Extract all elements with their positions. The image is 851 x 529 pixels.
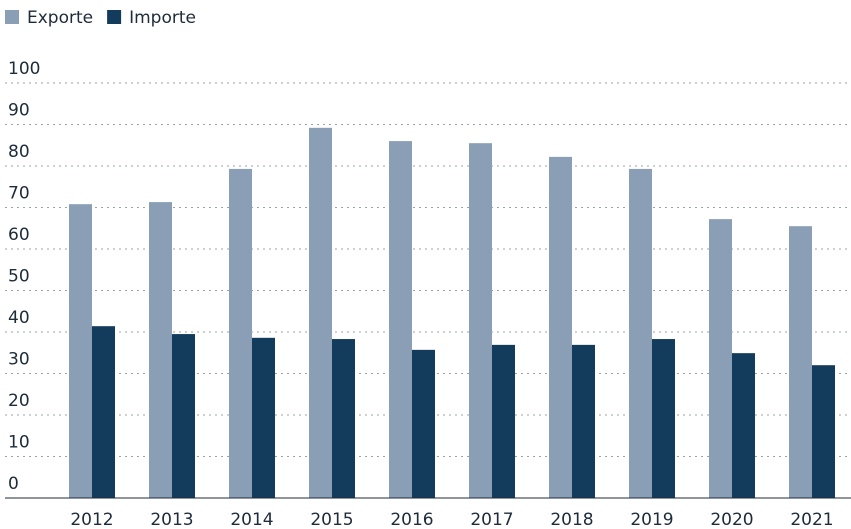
x-tick-label: 2012 — [70, 510, 113, 529]
x-tick-label: 2016 — [390, 510, 433, 529]
bar — [789, 226, 812, 499]
y-tick-label: 80 — [8, 142, 30, 162]
y-tick-label: 30 — [8, 350, 30, 370]
y-tick-label: 40 — [8, 308, 30, 328]
bar — [549, 156, 572, 498]
x-tick-label: 2021 — [790, 510, 833, 529]
bar — [332, 339, 355, 498]
y-tick-label: 70 — [8, 184, 30, 204]
y-tick-label: 50 — [8, 267, 30, 287]
bar — [309, 127, 332, 498]
x-tick-label: 2017 — [470, 510, 513, 529]
bar — [652, 339, 675, 498]
x-tick-label: 2015 — [310, 510, 353, 529]
bar — [92, 326, 115, 498]
x-tick-label: 2019 — [630, 510, 673, 529]
y-tick-label: 20 — [8, 391, 30, 411]
bar — [412, 349, 435, 498]
legend-swatch — [5, 10, 19, 24]
bar — [629, 168, 652, 498]
legend-label: Importe — [129, 8, 196, 28]
bar — [149, 202, 172, 499]
y-tick-label: 60 — [8, 225, 30, 245]
bar — [469, 143, 492, 499]
y-tick-label: 100 — [8, 59, 40, 79]
x-tick-label: 2014 — [230, 510, 273, 529]
bar — [572, 344, 595, 498]
bar — [229, 168, 252, 498]
bar — [492, 344, 515, 498]
legend-label: Exporte — [27, 8, 93, 28]
y-tick-label: 90 — [8, 101, 30, 121]
bar — [389, 141, 412, 498]
x-tick-label: 2018 — [550, 510, 593, 529]
legend-swatch — [107, 10, 122, 24]
x-tick-label: 2013 — [150, 510, 193, 529]
y-tick-label: 0 — [8, 474, 19, 494]
x-tick-label: 2020 — [710, 510, 753, 529]
bar — [812, 365, 835, 498]
bar — [172, 334, 195, 498]
bar — [252, 337, 275, 498]
bar — [709, 219, 732, 498]
bar — [732, 353, 755, 498]
y-tick-label: 10 — [8, 433, 30, 453]
bar — [69, 204, 92, 498]
